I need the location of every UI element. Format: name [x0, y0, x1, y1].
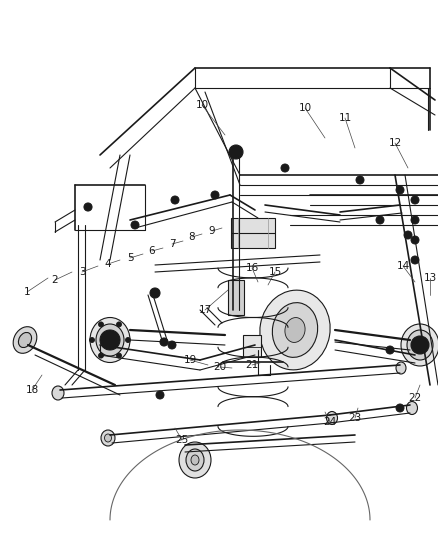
Text: 23: 23	[348, 413, 362, 423]
Bar	[231, 218, 275, 248]
Ellipse shape	[186, 449, 204, 471]
Circle shape	[168, 341, 176, 349]
Circle shape	[406, 233, 410, 237]
Circle shape	[126, 337, 131, 343]
Text: 14: 14	[396, 261, 410, 271]
Circle shape	[213, 193, 216, 197]
Text: 24: 24	[323, 417, 337, 427]
Circle shape	[399, 189, 402, 191]
Circle shape	[404, 231, 412, 239]
Text: 9: 9	[208, 226, 215, 236]
Text: 7: 7	[169, 239, 175, 249]
Circle shape	[171, 196, 179, 204]
Circle shape	[159, 393, 162, 397]
Circle shape	[150, 288, 160, 298]
Circle shape	[396, 186, 404, 194]
Text: 4: 4	[105, 259, 111, 269]
Circle shape	[100, 330, 120, 350]
Circle shape	[173, 198, 177, 201]
Ellipse shape	[52, 386, 64, 400]
Text: 3: 3	[79, 267, 85, 277]
Circle shape	[386, 346, 394, 354]
Ellipse shape	[401, 324, 438, 366]
Text: 10: 10	[195, 100, 208, 110]
Bar	[243, 335, 261, 357]
Text: 25: 25	[175, 435, 189, 445]
Text: 5: 5	[127, 253, 133, 263]
Text: 20: 20	[213, 362, 226, 372]
Ellipse shape	[272, 303, 318, 357]
Ellipse shape	[285, 318, 305, 342]
Text: 13: 13	[424, 273, 437, 283]
Ellipse shape	[96, 324, 124, 356]
Circle shape	[84, 203, 92, 211]
Ellipse shape	[18, 333, 32, 348]
Ellipse shape	[13, 327, 37, 353]
Text: 16: 16	[245, 263, 258, 273]
Text: 10: 10	[298, 103, 311, 113]
Text: 11: 11	[339, 113, 352, 123]
Circle shape	[376, 216, 384, 224]
Circle shape	[411, 236, 419, 244]
Circle shape	[411, 336, 429, 354]
Text: 19: 19	[184, 355, 197, 365]
Circle shape	[160, 338, 168, 346]
Circle shape	[170, 343, 173, 346]
Ellipse shape	[407, 330, 433, 360]
Text: 2: 2	[52, 275, 58, 285]
Circle shape	[117, 322, 121, 327]
Circle shape	[229, 145, 243, 159]
Ellipse shape	[90, 318, 130, 362]
Bar	[228, 280, 244, 315]
Ellipse shape	[105, 434, 112, 442]
Ellipse shape	[326, 411, 338, 424]
Circle shape	[99, 353, 103, 358]
Circle shape	[99, 322, 103, 327]
Circle shape	[281, 164, 289, 172]
Text: 8: 8	[189, 232, 195, 242]
Text: 1: 1	[24, 287, 30, 297]
Text: 6: 6	[148, 246, 155, 256]
Circle shape	[356, 176, 364, 184]
Circle shape	[156, 391, 164, 399]
Text: 15: 15	[268, 267, 282, 277]
Circle shape	[411, 256, 419, 264]
Ellipse shape	[260, 290, 330, 370]
Circle shape	[131, 221, 139, 229]
Ellipse shape	[406, 401, 417, 415]
Ellipse shape	[396, 362, 406, 374]
Ellipse shape	[191, 455, 199, 465]
Circle shape	[378, 219, 381, 222]
Text: 22: 22	[408, 393, 422, 403]
Circle shape	[211, 191, 219, 199]
Ellipse shape	[179, 442, 211, 478]
Circle shape	[411, 216, 419, 224]
Circle shape	[134, 223, 137, 227]
Circle shape	[283, 166, 286, 169]
Text: 12: 12	[389, 138, 402, 148]
Circle shape	[396, 404, 404, 412]
Circle shape	[89, 337, 95, 343]
Text: 18: 18	[25, 385, 39, 395]
Ellipse shape	[101, 430, 115, 446]
Circle shape	[399, 407, 402, 409]
Circle shape	[117, 353, 121, 358]
Circle shape	[411, 196, 419, 204]
Text: 17: 17	[198, 305, 212, 315]
Circle shape	[358, 179, 361, 182]
Circle shape	[389, 349, 392, 351]
Text: 21: 21	[245, 360, 258, 370]
